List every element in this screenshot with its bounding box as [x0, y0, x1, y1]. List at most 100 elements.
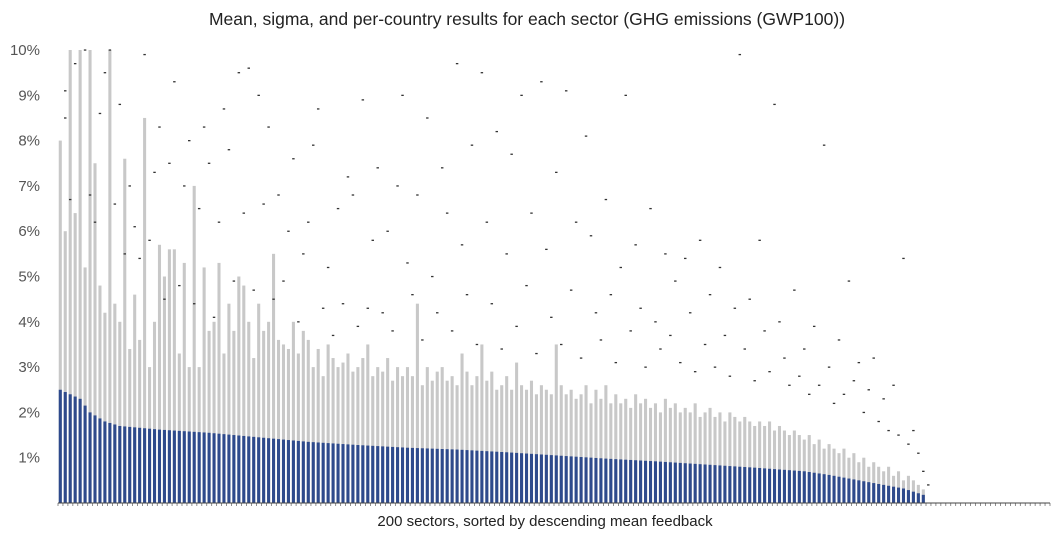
sigma-bar: [539, 385, 543, 503]
mean-bar: [321, 442, 325, 503]
sigma-bar: [648, 407, 653, 503]
country-point: [589, 235, 593, 237]
country-point: [346, 176, 350, 178]
sigma-bar: [361, 358, 365, 503]
country-point: [669, 334, 672, 337]
mean-bar: [678, 462, 682, 503]
country-point: [138, 257, 141, 260]
country-point: [128, 185, 131, 187]
country-point: [793, 289, 796, 291]
mean-bar: [668, 462, 672, 503]
mean-bar: [758, 468, 762, 503]
mean-bar: [381, 446, 385, 503]
country-point: [173, 81, 176, 83]
country-point: [143, 53, 146, 56]
mean-bar: [812, 472, 816, 503]
mean-bar: [103, 421, 107, 503]
country-point: [480, 72, 484, 74]
sigma-bar: [495, 389, 499, 503]
country-point: [336, 207, 340, 210]
mean-bar: [713, 465, 717, 503]
country-point: [808, 393, 811, 395]
sigma-bar: [162, 276, 166, 503]
mean-bar: [887, 485, 891, 503]
sigma-bar: [728, 412, 732, 503]
mean-bar: [162, 429, 166, 503]
mean-bar: [366, 445, 370, 503]
mean-bar: [475, 450, 479, 503]
sigma-bar: [455, 385, 459, 503]
mean-bar: [197, 432, 201, 503]
sigma-bar: [167, 249, 171, 503]
country-point: [470, 144, 474, 146]
sigma-bar: [733, 416, 737, 503]
mean-bar: [361, 445, 365, 503]
sigma-bar: [445, 380, 449, 503]
sigma-bar: [247, 321, 251, 503]
mean-bar: [371, 445, 375, 503]
sigma-bar: [276, 339, 281, 503]
mean-bar: [564, 456, 568, 503]
mean-bar: [88, 412, 92, 503]
mean-bar: [435, 448, 439, 503]
sigma-bar: [58, 140, 62, 503]
mean-bar: [410, 447, 414, 503]
sigma-bar: [663, 398, 667, 503]
sigma-bar: [748, 421, 752, 503]
country-point: [887, 429, 890, 432]
country-point: [827, 366, 831, 368]
country-point: [113, 203, 117, 205]
country-point: [133, 226, 136, 228]
mean-bar: [182, 431, 186, 503]
mean-bar: [559, 455, 563, 503]
sigma-bar: [534, 394, 538, 503]
sigma-bar: [564, 394, 568, 503]
sigma-bar: [172, 249, 176, 503]
mean-bar: [336, 443, 340, 503]
sigma-bar: [252, 358, 256, 503]
mean-bar: [247, 436, 251, 503]
country-point: [108, 49, 112, 51]
sigma-bar: [758, 421, 762, 503]
mean-bar: [896, 487, 901, 503]
mean-bar: [634, 460, 638, 503]
mean-bar: [291, 440, 295, 503]
sigma-bar: [653, 403, 658, 503]
sigma-bar: [391, 380, 395, 503]
sigma-bar: [485, 380, 489, 503]
sigma-bar: [693, 403, 697, 503]
country-point: [674, 280, 677, 282]
sigma-bar: [400, 376, 405, 503]
country-point: [381, 312, 384, 314]
sigma-bar: [906, 475, 910, 503]
mean-bar: [663, 461, 667, 503]
sigma-bar: [584, 385, 588, 503]
mean-bar: [415, 448, 419, 503]
country-point: [163, 298, 166, 300]
mean-bar: [470, 450, 474, 503]
mean-bar: [817, 473, 821, 503]
sigma-bar: [743, 416, 747, 503]
mean-bar: [877, 483, 881, 503]
mean-bar: [425, 448, 429, 503]
country-point: [545, 248, 548, 251]
country-point: [227, 149, 231, 151]
mean-bar: [693, 463, 697, 503]
sigma-bar: [723, 421, 727, 503]
mean-bar: [232, 435, 236, 503]
country-point: [555, 171, 558, 174]
mean-bar: [400, 447, 405, 503]
sigma-bar: [336, 367, 340, 503]
country-point: [867, 389, 870, 391]
mean-bar: [852, 479, 856, 503]
mean-bar: [579, 457, 583, 503]
country-point: [758, 239, 761, 241]
country-point: [599, 339, 603, 341]
mean-bar: [187, 431, 191, 503]
mean-bar: [515, 452, 519, 503]
country-point: [505, 253, 508, 255]
sigma-bar: [515, 362, 519, 503]
sigma-bar: [217, 262, 221, 503]
mean-bar: [639, 460, 643, 503]
mean-bar: [152, 429, 157, 503]
